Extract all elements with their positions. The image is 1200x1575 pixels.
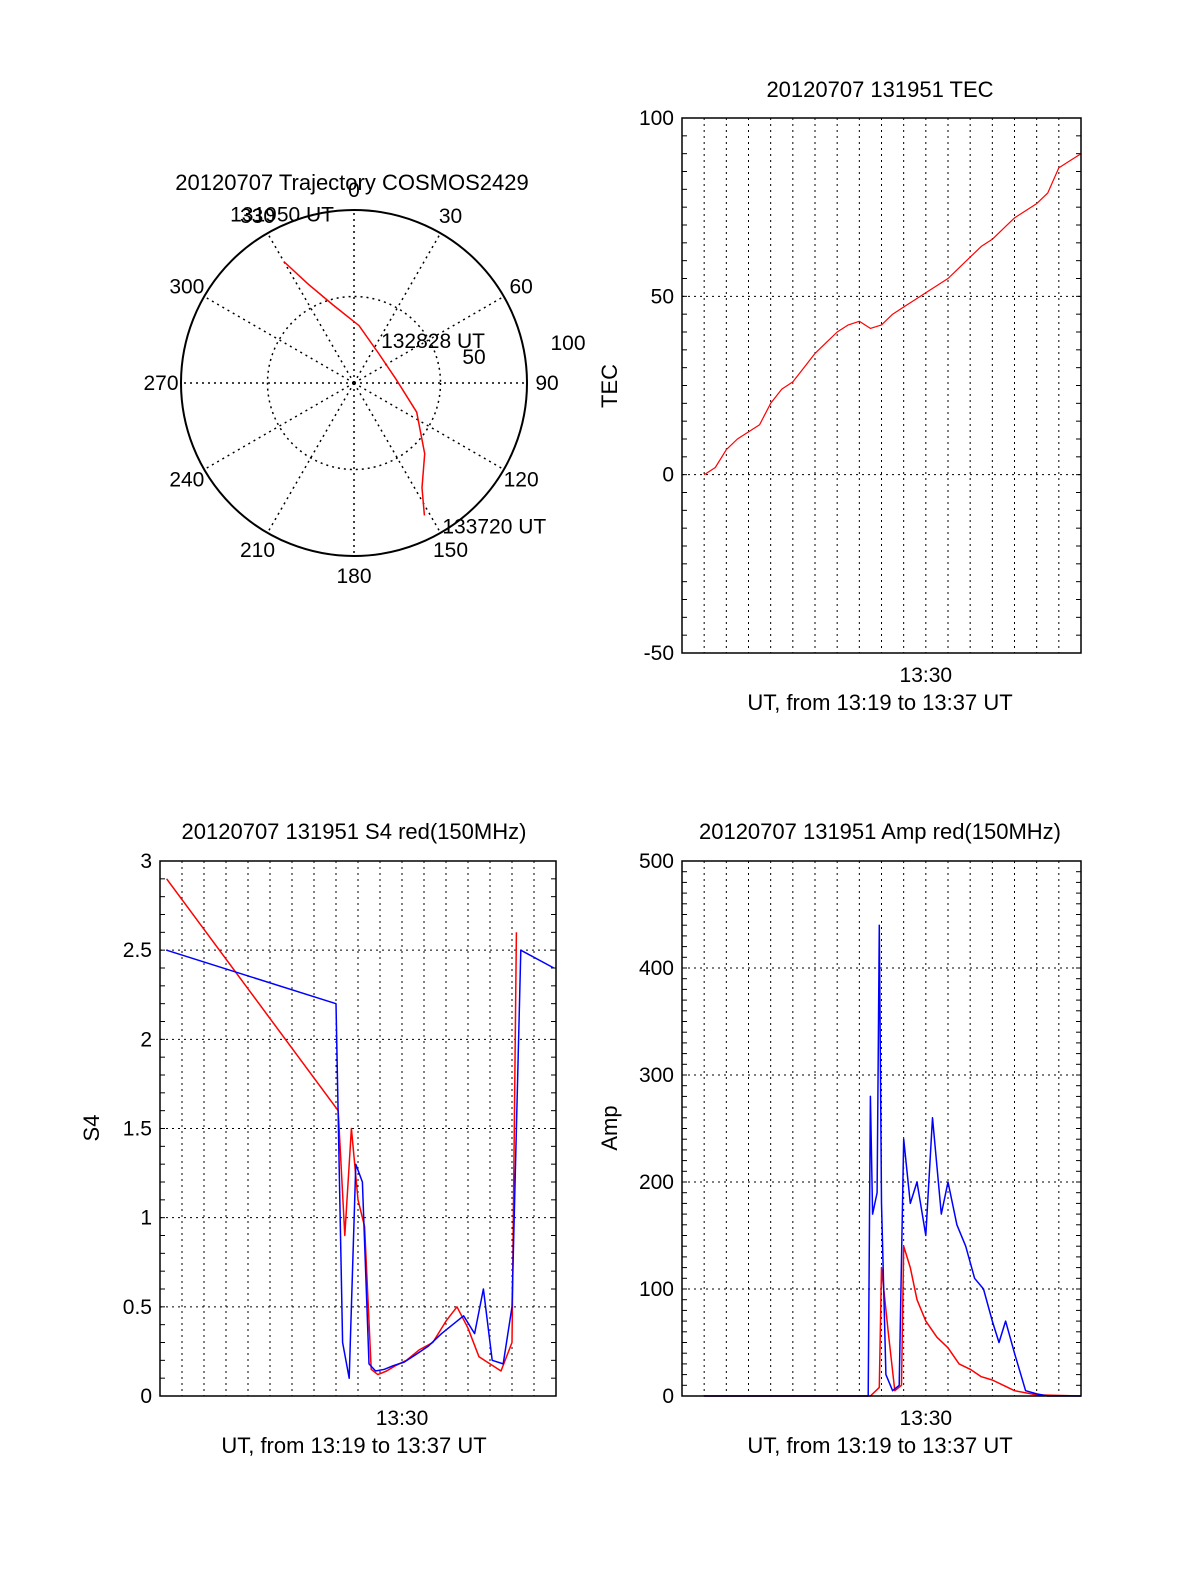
polar-spoke: [353, 295, 505, 384]
plot-frame: [159, 860, 557, 1397]
polar-angle-label: 0: [348, 179, 360, 202]
polar-angle-label: 90: [535, 372, 558, 395]
polar-radial-label: 50: [462, 346, 485, 369]
tec-plot-area: -50 0 50 100 13:30: [639, 107, 1082, 687]
polar-trajectory-line: [283, 260, 426, 516]
ytick-label: 200: [639, 1171, 674, 1194]
s4-title: 20120707 131951 S4 red(150MHz): [182, 819, 527, 844]
polar-angle-label: 30: [439, 205, 462, 228]
s4-plot-area: 0 0.5 1 1.5 2 2.5 3 13:30: [123, 850, 557, 1430]
polar-spoke: [203, 382, 355, 471]
series-line-1: [166, 949, 555, 1379]
amp-ylabel: Amp: [597, 1105, 622, 1150]
ytick-label: 2: [140, 1028, 152, 1051]
polar-time-annotation: 133720 UT: [442, 515, 546, 538]
polar-time-annotation: 131950 UT: [230, 203, 334, 226]
ytick-label: 1.5: [123, 1118, 152, 1141]
polar-spoke: [266, 232, 355, 384]
series-line-0: [703, 153, 1082, 476]
tec-title: 20120707 131951 TEC: [766, 77, 993, 102]
polar-trajectory-chart: 20120707 Trajectory COSMOS2429 0 30 60 90 12…: [143, 170, 585, 588]
polar-title: 20120707 Trajectory COSMOS2429: [175, 170, 528, 195]
s4-ylabel: S4: [79, 1115, 104, 1142]
polar-angle-label: 330: [240, 205, 275, 228]
xtick-label: 13:30: [900, 664, 953, 687]
polar-radial-label: 100: [550, 332, 585, 355]
tec-chart: 20120707 131951 TEC -50 0 50 100 13:30 TEC U…: [597, 77, 1082, 715]
polar-grid: [180, 209, 528, 557]
polar-spoke: [353, 382, 505, 471]
tec-ylabel: TEC: [597, 364, 622, 408]
polar-annotations: 131950 UT 132828 UT 133720 UT: [230, 203, 546, 538]
polar-radial-labels: 50 100: [462, 332, 585, 369]
plot-frame: [681, 117, 1082, 654]
ytick-label: 100: [639, 107, 674, 130]
polar-angle-label: 240: [169, 469, 204, 492]
amp-chart: 20120707 131951 Amp red(150MHz) 0 100 200 3…: [597, 819, 1082, 1458]
amp-xlabel: UT, from 13:19 to 13:37 UT: [747, 1433, 1012, 1458]
polar-angle-label: 150: [433, 539, 468, 562]
tec-xlabel: UT, from 13:19 to 13:37 UT: [747, 690, 1012, 715]
amp-title: 20120707 131951 Amp red(150MHz): [699, 819, 1061, 844]
ytick-label: 0: [662, 464, 674, 487]
polar-series: [283, 260, 426, 516]
polar-angle-label: 300: [169, 276, 204, 299]
polar-inner-ring: [266, 295, 442, 471]
polar-angle-label: 270: [143, 372, 178, 395]
polar-outer-ring: [180, 209, 528, 557]
ytick-label: 500: [639, 850, 674, 873]
xtick-label: 13:30: [376, 1407, 429, 1430]
ytick-label: 50: [651, 285, 674, 308]
amp-plot-area: 0 100 200 300 400 500 13:30: [639, 850, 1082, 1430]
ytick-label: 100: [639, 1278, 674, 1301]
ytick-label: 0.5: [123, 1296, 152, 1319]
polar-time-annotation: 132828 UT: [381, 330, 485, 353]
polar-spoke: [266, 382, 355, 534]
ytick-label: 3: [140, 850, 152, 873]
polar-angle-label: 180: [336, 565, 371, 588]
plot-frame: [681, 860, 1082, 1397]
ytick-label: 2.5: [123, 939, 152, 962]
ytick-label: -50: [644, 642, 674, 665]
ytick-label: 300: [639, 1064, 674, 1087]
polar-angle-labels: 0 30 60 90 120 150 180 210 240 270 300 330: [143, 179, 558, 588]
polar-spoke: [353, 382, 442, 534]
ytick-label: 0: [662, 1385, 674, 1408]
ytick-label: 1: [140, 1207, 152, 1230]
polar-spoke: [353, 232, 442, 384]
s4-xlabel: UT, from 13:19 to 13:37 UT: [221, 1433, 486, 1458]
polar-angle-label: 210: [240, 539, 275, 562]
series-line-1: [704, 924, 1081, 1397]
series-line-0: [704, 1245, 1082, 1397]
ytick-label: 0: [140, 1385, 152, 1408]
s4-chart: 20120707 131951 S4 red(150MHz) 0 0.5 1 1.5 2…: [79, 819, 557, 1458]
polar-angle-label: 120: [504, 469, 539, 492]
polar-angle-label: 60: [509, 276, 532, 299]
polar-spoke: [203, 295, 355, 384]
ytick-label: 400: [639, 957, 674, 980]
xtick-label: 13:30: [900, 1407, 953, 1430]
